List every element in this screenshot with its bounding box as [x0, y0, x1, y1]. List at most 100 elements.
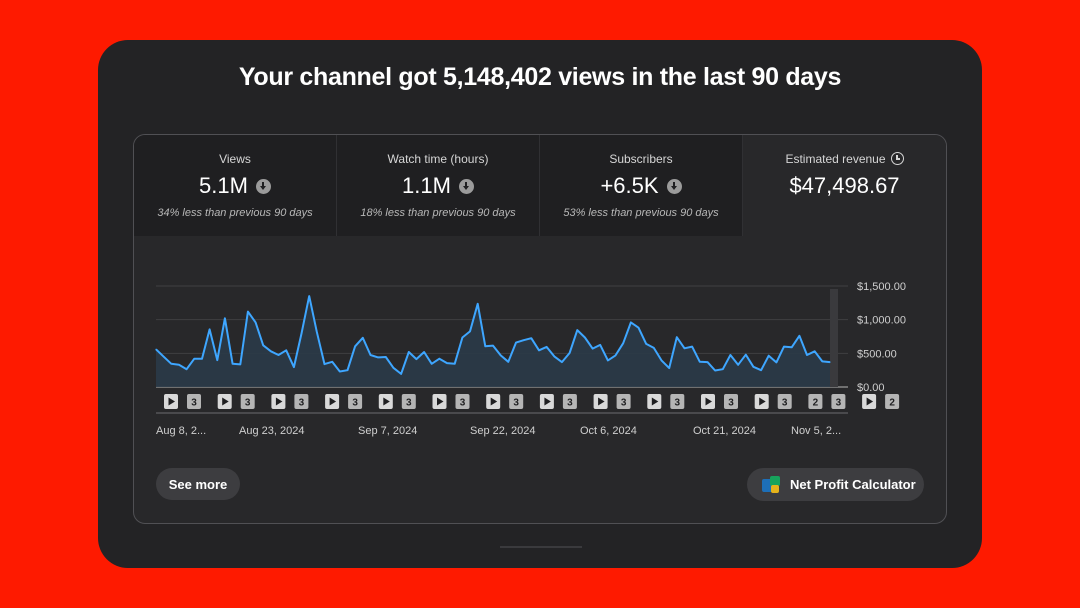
data-point [369, 354, 372, 356]
tab-revenue-title-text: Estimated revenue [785, 152, 886, 166]
data-point [530, 337, 532, 339]
video-upload-marker[interactable] [271, 394, 286, 409]
upload-count-marker[interactable]: 3 [401, 394, 416, 409]
video-upload-marker[interactable] [647, 394, 662, 409]
chart-scroll-bar [830, 289, 838, 387]
data-point [722, 368, 724, 370]
play-icon [490, 397, 498, 406]
upload-count-label: 3 [406, 398, 412, 409]
data-point [760, 369, 762, 371]
timeline-track [156, 412, 848, 414]
net-profit-calculator-button[interactable]: Net Profit Calculator [747, 468, 924, 501]
video-upload-marker[interactable] [378, 394, 393, 409]
tab-subscribers-title: Subscribers [609, 152, 673, 166]
play-icon [705, 397, 712, 406]
data-point [231, 363, 234, 365]
upload-count-marker[interactable]: 3 [509, 394, 524, 409]
data-point [630, 321, 632, 323]
tab-watch-time[interactable]: Watch time (hours) 1.1M 18% less than pr… [337, 135, 540, 236]
data-point [209, 328, 211, 331]
video-upload-marker[interactable] [539, 394, 554, 409]
upload-count-marker[interactable]: 3 [240, 394, 255, 409]
video-upload-marker[interactable] [593, 394, 608, 409]
tab-subscribers[interactable]: Subscribers +6.5K 53% less than previous… [540, 135, 743, 236]
data-point [163, 356, 165, 358]
data-point [247, 310, 249, 313]
data-point [691, 346, 693, 348]
upload-count-marker[interactable]: 3 [831, 394, 846, 409]
data-point [293, 366, 295, 368]
video-upload-marker[interactable] [164, 394, 178, 409]
y-tick-label: $1,000.00 [857, 315, 906, 327]
upload-count-label: 3 [299, 398, 305, 409]
data-point [699, 361, 701, 363]
upload-count-marker[interactable]: 3 [724, 394, 738, 409]
data-point [339, 370, 341, 373]
data-point [277, 354, 280, 356]
data-point [423, 351, 425, 353]
data-point [193, 358, 195, 360]
data-point [300, 332, 303, 335]
data-point [446, 362, 448, 364]
tab-revenue-value: $47,498.67 [789, 173, 900, 198]
video-upload-marker[interactable] [862, 394, 877, 409]
tab-views-note: 34% less than previous 90 days [157, 207, 313, 219]
tab-views[interactable]: Views 5.1M 34% less than previous 90 day… [134, 135, 337, 236]
data-point [607, 359, 609, 362]
data-point [178, 364, 180, 366]
upload-count-marker[interactable]: 3 [562, 394, 577, 409]
data-point [239, 363, 241, 366]
data-point [492, 344, 494, 347]
upload-count-label: 3 [836, 398, 842, 409]
video-upload-marker[interactable] [217, 394, 232, 409]
see-more-button[interactable]: See more [156, 468, 240, 500]
upload-count-label: 2 [813, 398, 819, 409]
data-point [431, 363, 433, 365]
tab-estimated-revenue[interactable]: Estimated revenue $47,498.67 [743, 135, 946, 236]
upload-count-marker[interactable]: 3 [187, 394, 201, 409]
video-upload-marker[interactable] [325, 394, 340, 409]
data-point [637, 327, 640, 329]
metrics-panel: Views 5.1M 34% less than previous 90 day… [133, 134, 947, 524]
data-point [668, 367, 670, 369]
data-point [438, 358, 440, 360]
data-point [469, 330, 471, 333]
data-point [461, 336, 463, 339]
data-point [783, 346, 785, 348]
tab-subscribers-value: +6.5K [600, 173, 659, 198]
arrow-down-circle-icon [458, 178, 474, 194]
data-point [500, 354, 502, 356]
tab-watch-time-value: 1.1M [402, 173, 451, 198]
play-icon [651, 397, 659, 406]
tab-watch-time-title: Watch time (hours) [387, 152, 489, 166]
upload-count-marker[interactable]: 3 [616, 394, 631, 409]
video-upload-marker[interactable] [432, 394, 447, 409]
tab-views-value: 5.1M [199, 173, 248, 198]
tab-views-title: Views [219, 152, 251, 166]
x-tick-label: Aug 23, 2024 [239, 425, 304, 437]
play-icon [759, 397, 766, 406]
data-point [584, 336, 586, 339]
upload-count-marker[interactable]: 2 [808, 394, 823, 409]
data-point [186, 368, 188, 370]
upload-count-marker[interactable]: 3 [348, 394, 363, 409]
data-point [362, 337, 364, 339]
data-point [201, 358, 203, 360]
data-point [262, 344, 264, 346]
video-upload-marker[interactable] [754, 394, 769, 409]
data-point [523, 339, 525, 341]
upload-count-marker[interactable]: 2 [885, 394, 900, 409]
video-upload-marker[interactable] [486, 394, 501, 409]
upload-count-marker[interactable]: 3 [670, 394, 685, 409]
upload-count-marker[interactable]: 3 [455, 394, 470, 409]
video-upload-marker[interactable] [701, 394, 715, 409]
revenue-area [156, 296, 830, 387]
data-point [354, 345, 356, 347]
play-icon [598, 397, 605, 406]
upload-count-marker[interactable]: 3 [777, 394, 792, 409]
data-point [768, 355, 770, 357]
data-point [660, 359, 663, 362]
upload-count-marker[interactable]: 3 [294, 394, 309, 409]
clock-icon[interactable] [890, 152, 904, 165]
tab-watch-time-note: 18% less than previous 90 days [360, 207, 516, 219]
